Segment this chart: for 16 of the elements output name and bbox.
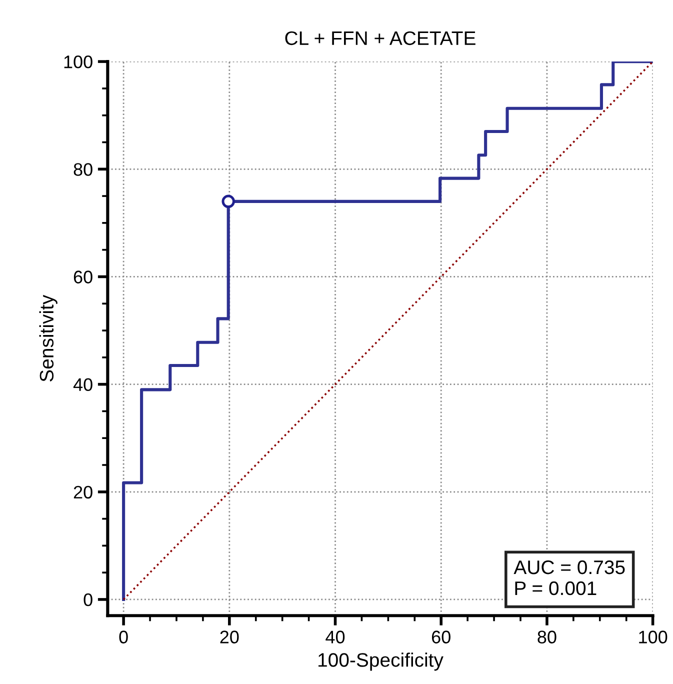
x-tick-label: 100 bbox=[639, 630, 668, 644]
y-tick-label: 0 bbox=[84, 593, 92, 606]
x-tick-label: 40 bbox=[326, 630, 345, 644]
y-tick-label: 20 bbox=[74, 486, 92, 499]
y-axis-title: Sensitivity bbox=[39, 294, 58, 382]
annotation: AUC = 0.735 P = 0.001 bbox=[514, 560, 625, 596]
y-tick-label: 80 bbox=[74, 163, 92, 176]
x-tick-label: 80 bbox=[538, 630, 556, 644]
y-tick-label: 100 bbox=[64, 55, 92, 68]
y-tick-label: 40 bbox=[73, 378, 92, 392]
x-tick-label: 0 bbox=[119, 630, 128, 644]
x-tick-label: 60 bbox=[432, 630, 450, 644]
y-tick-label: 60 bbox=[74, 270, 92, 284]
chart-title: CL + FFN + ACETATE bbox=[285, 31, 476, 46]
x-axis-title: 100-Specificity bbox=[318, 652, 444, 671]
x-tick-label: 20 bbox=[220, 630, 239, 644]
